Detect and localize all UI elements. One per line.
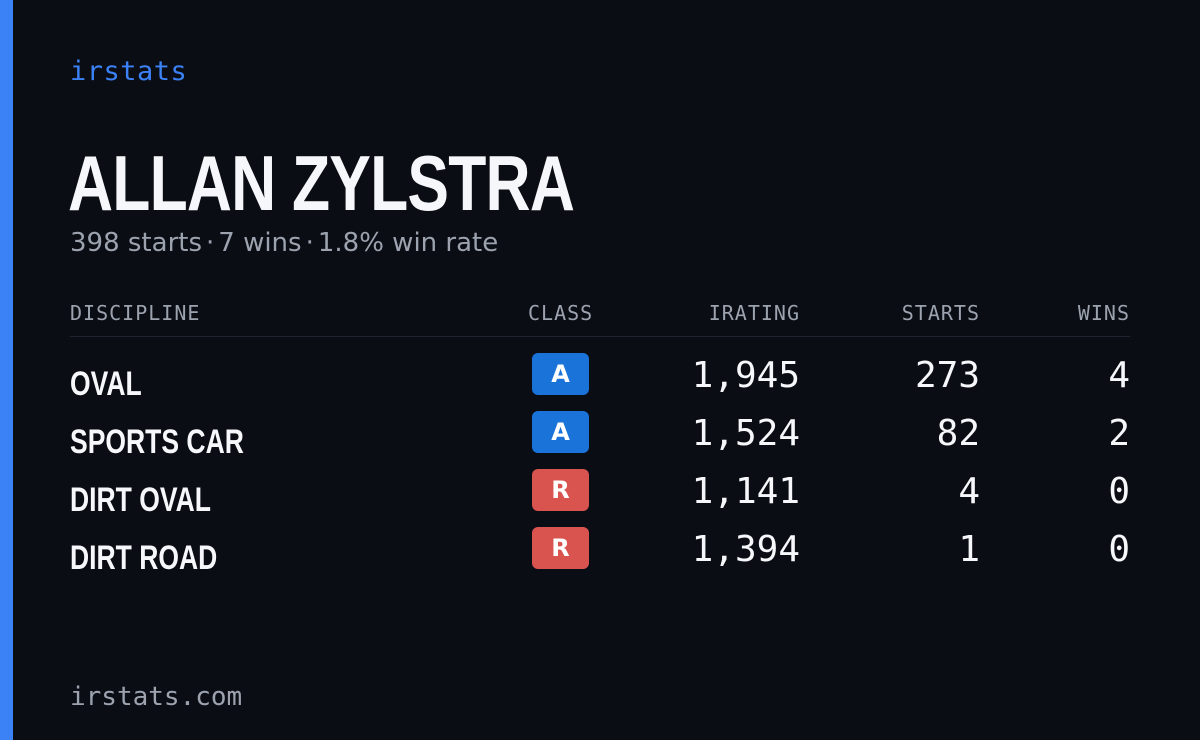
summary-separator: · bbox=[305, 228, 314, 258]
accent-bar bbox=[0, 0, 13, 740]
wins-value: 2 bbox=[1108, 413, 1130, 454]
class-badge: R bbox=[532, 527, 589, 569]
class-badge: A bbox=[532, 353, 589, 395]
class-badge: A bbox=[532, 411, 589, 453]
irating-value: 1,394 bbox=[691, 529, 800, 570]
irating-value: 1,141 bbox=[691, 471, 800, 512]
table-row: DIRT OVAL R 1,141 4 0 bbox=[70, 469, 1130, 527]
summary-separator: · bbox=[206, 228, 215, 258]
wins-value: 4 bbox=[1108, 355, 1130, 396]
table-header: DISCIPLINE CLASS IRATING STARTS WINS bbox=[70, 298, 1130, 337]
stats-table: DISCIPLINE CLASS IRATING STARTS WINS OVA… bbox=[70, 298, 1130, 577]
table-row: SPORTS CAR A 1,524 82 2 bbox=[70, 411, 1130, 469]
table-row: OVAL A 1,945 273 4 bbox=[70, 353, 1130, 411]
driver-summary: 398 starts · 7 wins · 1.8% win rate bbox=[70, 228, 498, 258]
header-discipline: DISCIPLINE bbox=[70, 301, 201, 325]
table-row: DIRT ROAD R 1,394 1 0 bbox=[70, 527, 1130, 585]
class-badge: R bbox=[532, 469, 589, 511]
starts-value: 273 bbox=[914, 355, 980, 396]
brand-logo: irstats bbox=[70, 56, 188, 87]
summary-win-rate: 1.8% win rate bbox=[317, 228, 499, 258]
discipline-name: DIRT OVAL bbox=[70, 481, 211, 519]
header-class: CLASS bbox=[528, 301, 594, 325]
discipline-name: DIRT ROAD bbox=[70, 539, 218, 577]
summary-starts: 398 starts bbox=[70, 228, 202, 258]
summary-wins: 7 wins bbox=[218, 228, 302, 258]
wins-value: 0 bbox=[1108, 529, 1130, 570]
table-body: OVAL A 1,945 273 4 SPORTS CAR A 1,524 82… bbox=[70, 353, 1130, 585]
starts-value: 1 bbox=[958, 529, 980, 570]
discipline-name: SPORTS CAR bbox=[70, 423, 244, 461]
wins-value: 0 bbox=[1108, 471, 1130, 512]
irating-value: 1,524 bbox=[691, 413, 800, 454]
starts-value: 82 bbox=[936, 413, 980, 454]
discipline-name: OVAL bbox=[70, 365, 142, 403]
header-irating: IRATING bbox=[708, 301, 800, 325]
starts-value: 4 bbox=[958, 471, 980, 512]
header-starts: STARTS bbox=[901, 301, 980, 325]
header-wins: WINS bbox=[1077, 301, 1130, 325]
irating-value: 1,945 bbox=[691, 355, 800, 396]
footer-url: irstats.com bbox=[70, 682, 243, 712]
driver-name: ALLAN ZYLSTRA bbox=[68, 139, 575, 227]
